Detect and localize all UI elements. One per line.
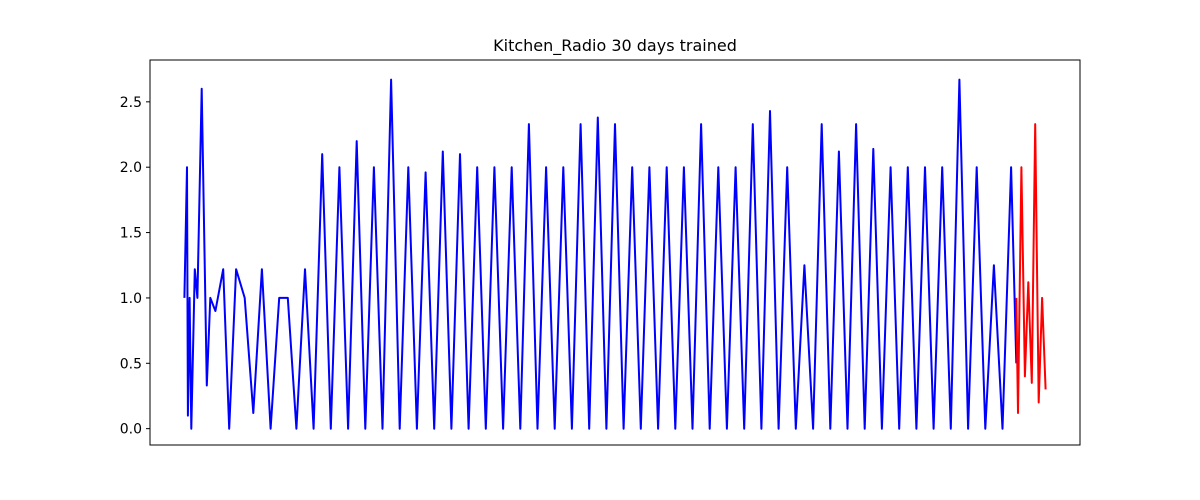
y-axis: 0.0 0.5 1.0 1.5 2.0 2.5 — [120, 95, 150, 438]
series-layer — [183, 78, 1047, 430]
y-tick-label: 0.0 — [120, 422, 142, 438]
chart-title: Kitchen_Radio 30 days trained — [493, 36, 737, 56]
y-tick-label: 1.5 — [120, 226, 142, 242]
y-tick-label: 2.5 — [120, 95, 142, 111]
y-tick-label: 2.0 — [120, 160, 142, 176]
y-tick-label: 1.0 — [120, 291, 142, 307]
plot-frame — [149, 59, 1081, 446]
series-line-1 — [1015, 123, 1047, 414]
series-line-0 — [183, 78, 1018, 430]
y-tick-label: 0.5 — [120, 356, 142, 372]
